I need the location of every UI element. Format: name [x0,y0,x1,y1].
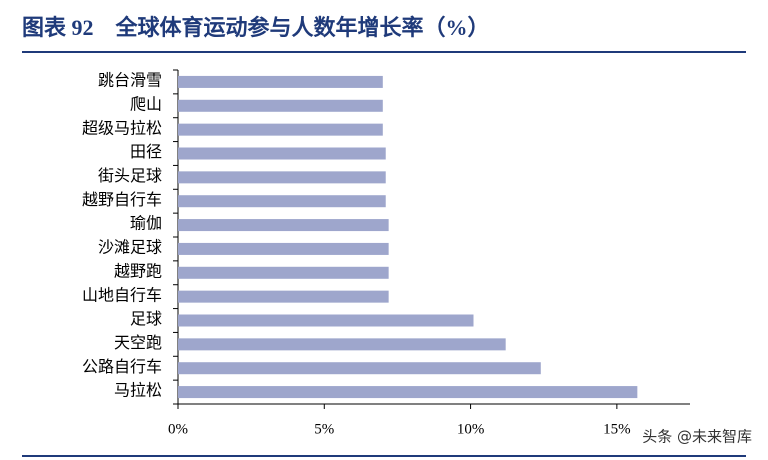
x-tick-label: 10% [457,421,485,437]
bar [178,242,389,255]
y-tick-label: 街头足球 [98,167,162,185]
y-tick-label: 沙滩足球 [98,239,162,257]
x-tick-label: 15% [603,421,631,437]
bar [178,219,389,232]
y-tick-label: 公路自行车 [82,358,162,376]
y-tick-label: 山地自行车 [82,286,162,304]
bar [178,338,506,351]
y-tick-label: 越野跑 [114,262,162,280]
y-tick-label: 马拉松 [114,382,162,400]
bar [178,386,638,399]
bar [178,314,474,327]
y-tick-label: 越野自行车 [82,191,162,209]
bar [178,123,383,136]
bar [178,171,386,184]
bar [178,75,383,88]
y-tick-label: 超级马拉松 [82,119,162,137]
bar [178,266,389,279]
bar [178,362,541,375]
y-tick-label: 瑜伽 [130,215,162,233]
y-tick-label: 田径 [130,143,162,161]
y-tick-label: 爬山 [130,95,162,113]
x-tick-label: 5% [314,421,334,437]
y-tick-label: 足球 [130,310,162,328]
y-tick-label: 天空跑 [114,334,162,352]
bar [178,147,386,160]
bar [178,290,389,303]
bar [178,195,386,208]
x-tick-label: 0% [168,421,188,437]
bar [178,99,383,112]
y-tick-label: 跳台滑雪 [98,72,162,90]
chart-title: 图表 92 全球体育运动参与人数年增长率（%） [22,15,490,40]
watermark: 头条 @未来智库 [642,428,752,446]
